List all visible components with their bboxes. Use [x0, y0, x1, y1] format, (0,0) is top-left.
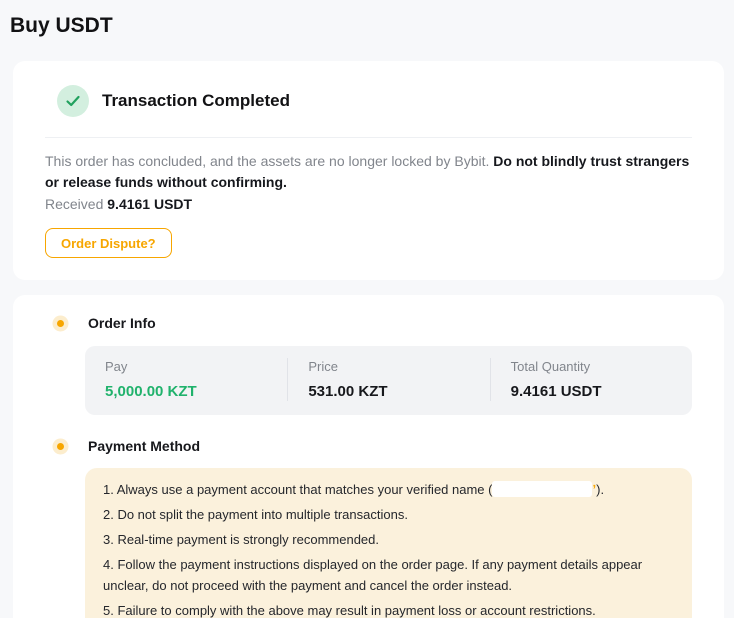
- payment-rule-1: 1. Always use a payment account that mat…: [103, 480, 674, 500]
- order-info-section-header: Order Info: [45, 313, 692, 333]
- orange-bullet-icon: [57, 319, 64, 327]
- payment-rule-1-suffix: ).: [596, 482, 605, 497]
- orange-bullet-icon: [57, 442, 64, 450]
- payment-rule-5: 5. Failure to comply with the above may …: [103, 602, 596, 618]
- payment-rule-4: 4. Follow the payment instructions displ…: [103, 557, 643, 593]
- payment-method-section-header: Payment Method: [45, 436, 692, 456]
- total-quantity-label: Total Quantity: [510, 359, 591, 374]
- status-description-warning: Do not blindly trust strangers or releas…: [45, 153, 690, 190]
- pay-amount: 5,000.00 KZT: [105, 383, 197, 400]
- order-info-heading: Order Info: [88, 315, 156, 331]
- payment-rule-1-prefix: 1. Always use a payment account that mat…: [103, 482, 493, 497]
- order-dispute-button[interactable]: Order Dispute?: [45, 228, 172, 258]
- total-quantity-column: Total Quantity 9.4161 USDT: [489, 358, 692, 401]
- payment-rule-3: 3. Real-time payment is strongly recomme…: [103, 532, 380, 548]
- pay-label: Pay: [105, 359, 128, 374]
- order-info-box: Pay 5,000.00 KZT Price 531.00 KZT Total …: [85, 346, 692, 415]
- pay-column: Pay 5,000.00 KZT: [85, 358, 287, 401]
- price-label: Price: [308, 359, 338, 374]
- received-amount: 9.4161 USDT: [107, 196, 193, 212]
- status-divider: [45, 137, 692, 138]
- redacted-name-mark: ʼ: [592, 482, 597, 497]
- order-details-card: Order Info Pay 5,000.00 KZT Price 531.00…: [13, 295, 724, 618]
- status-description-normal: This order has concluded, and the assets…: [45, 153, 494, 169]
- total-quantity-amount: 9.4161 USDT: [510, 383, 602, 400]
- status-header: Transaction Completed: [57, 85, 692, 117]
- transaction-status-card: Transaction Completed This order has con…: [13, 61, 724, 280]
- transaction-status-heading: Transaction Completed: [102, 91, 290, 110]
- success-check-icon: [57, 85, 89, 117]
- received-line: Received 9.4161 USDT: [45, 194, 692, 215]
- price-amount: 531.00 KZT: [308, 383, 388, 400]
- payment-rule-2: 2. Do not split the payment into multipl…: [103, 507, 408, 523]
- payment-rules-box: 1. Always use a payment account that mat…: [85, 468, 692, 618]
- redacted-name-box: [492, 481, 593, 497]
- received-label: Received: [45, 196, 108, 212]
- status-description: This order has concluded, and the assets…: [45, 151, 692, 193]
- price-column: Price 531.00 KZT: [287, 358, 489, 401]
- page-title: Buy USDT: [10, 14, 113, 37]
- payment-method-heading: Payment Method: [88, 438, 201, 454]
- section-spacer: [45, 415, 692, 436]
